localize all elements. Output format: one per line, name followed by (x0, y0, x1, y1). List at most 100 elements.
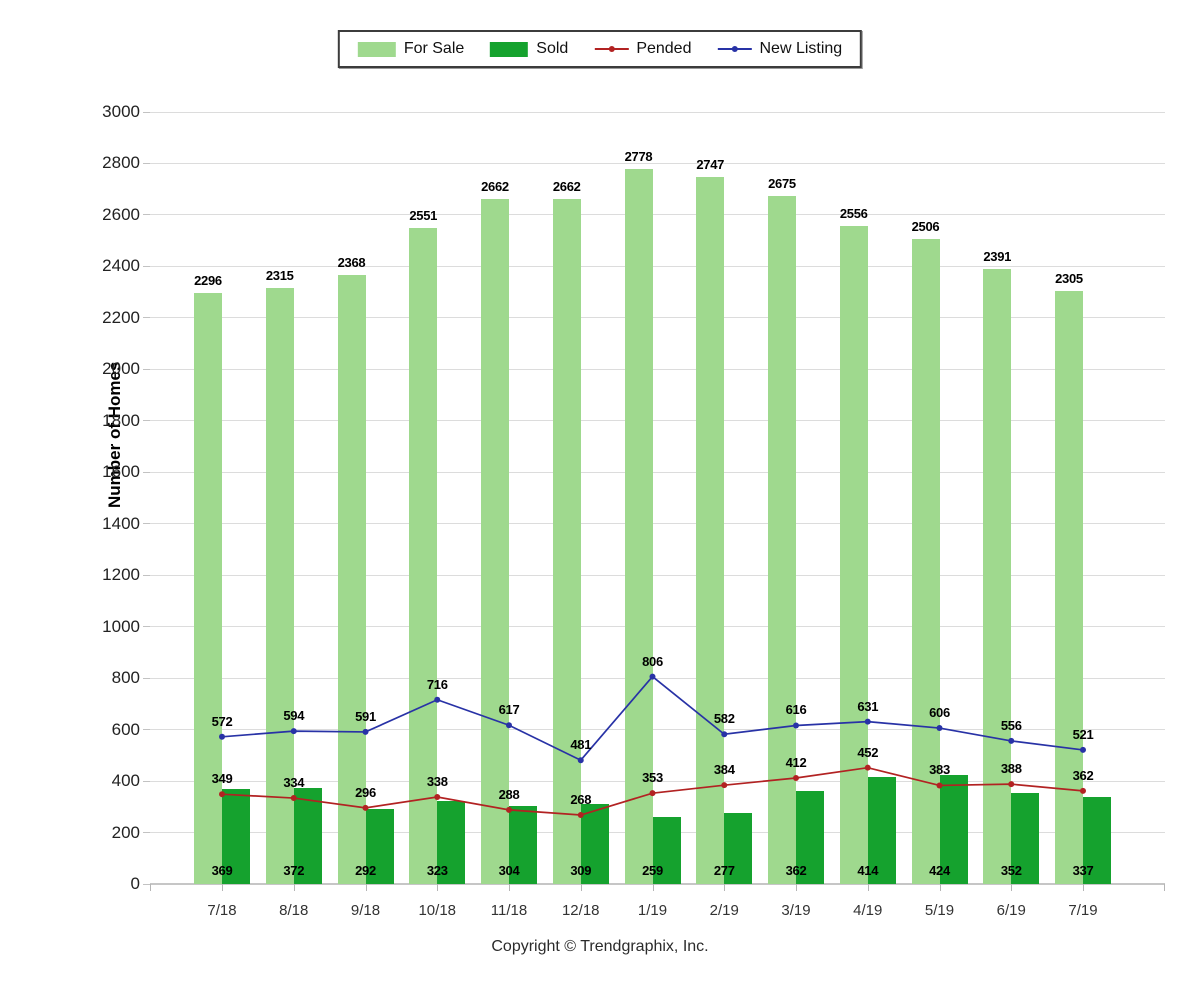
new-listing-point (362, 728, 369, 735)
pended-value-label: 338 (426, 774, 448, 790)
legend-label-sold: Sold (536, 40, 569, 57)
y-tick-label: 1600 (102, 462, 140, 482)
new-listing-value-label: 806 (642, 653, 663, 669)
pended-value-label: 296 (355, 784, 376, 800)
y-tick-label: 2600 (102, 204, 140, 224)
y-tick-label: 2000 (102, 359, 140, 379)
new-listing-value-label: 606 (929, 705, 950, 721)
pended-point (864, 764, 871, 771)
x-axis-tick (509, 884, 510, 891)
bar-for-sale (194, 293, 222, 884)
new-listing-value-label: 481 (570, 737, 592, 753)
bar-for-sale (481, 198, 509, 884)
x-axis-tick (293, 884, 295, 891)
bar-for-sale (552, 198, 581, 884)
sold-value-label: 369 (211, 863, 233, 878)
sold-value-label: 323 (426, 863, 448, 878)
for-sale-value-label: 2556 (839, 206, 868, 222)
pended-value-label: 362 (1072, 767, 1094, 783)
for-sale-value-label: 2296 (194, 273, 222, 289)
new-listing-point (793, 722, 799, 729)
y-tick-label: 2400 (102, 256, 140, 276)
new-listing-value-label: 631 (857, 698, 879, 714)
new-listing-point (936, 725, 943, 732)
new-listing-line-swatch-icon (717, 46, 752, 52)
y-tick-label: 200 (111, 822, 140, 842)
bar-sold (1011, 793, 1040, 884)
x-tick-label: 3/19 (781, 902, 811, 919)
x-tick-label: 12/18 (561, 902, 600, 919)
new-listing-value-label: 582 (713, 711, 735, 727)
y-tick-label: 1000 (102, 616, 140, 636)
new-listing-point (1080, 746, 1086, 753)
gridline-1000 (150, 626, 1165, 628)
y-tick-label: 1200 (102, 565, 140, 585)
legend-item-for-sale: For Sale (357, 40, 464, 58)
for-sale-value-label: 2305 (1055, 270, 1083, 286)
for-sale-value-label: 2506 (911, 219, 940, 235)
sold-value-label: 372 (283, 863, 305, 878)
new-listing-point (434, 696, 441, 703)
sold-value-label: 259 (642, 863, 663, 878)
bar-for-sale (1055, 290, 1083, 884)
gridline-400 (150, 780, 1165, 782)
pended-point (1008, 781, 1015, 788)
bar-sold (293, 788, 322, 884)
bar-sold (437, 800, 466, 884)
for-sale-value-label: 2551 (409, 207, 438, 223)
bar-sold (796, 790, 824, 884)
sold-value-label: 309 (570, 863, 592, 878)
gridline-3000 (150, 111, 1165, 113)
bar-for-sale (624, 169, 653, 884)
for-sale-value-label: 2315 (265, 268, 294, 284)
sold-swatch-icon (490, 41, 529, 57)
gridline-600 (150, 729, 1165, 731)
x-tick-label: 9/18 (350, 902, 381, 919)
pended-value-label: 452 (857, 744, 879, 760)
y-axis-tick (143, 317, 150, 319)
y-axis-tick (143, 471, 150, 473)
pended-value-label: 268 (570, 792, 592, 808)
new-listing-value-label: 616 (785, 702, 807, 718)
pended-point (434, 794, 441, 801)
pended-value-label: 383 (929, 762, 950, 778)
y-axis-tick (143, 780, 150, 782)
bar-for-sale (337, 274, 366, 884)
bar-for-sale (768, 195, 796, 884)
legend-item-sold: Sold (490, 40, 568, 58)
new-listing-value-label: 617 (498, 702, 520, 718)
pended-point (362, 804, 369, 811)
bar-sold (724, 812, 753, 884)
x-tick-label: 1/19 (637, 902, 668, 919)
x-axis-tick (365, 884, 367, 891)
gridline-1800 (150, 420, 1165, 422)
pended-point (649, 790, 656, 797)
y-axis-tick (143, 420, 150, 422)
bar-for-sale (839, 226, 868, 884)
new-listing-value-label: 594 (283, 708, 305, 724)
copyright-text: Copyright © Trendgraphix, Inc. (491, 938, 709, 955)
sold-value-label: 424 (929, 863, 950, 878)
for-sale-value-label: 2368 (337, 254, 366, 270)
new-listing-value-label: 572 (211, 713, 233, 729)
gridline-1600 (150, 471, 1165, 473)
legend-item-pended: Pended (594, 40, 691, 58)
for-sale-value-label: 2662 (481, 178, 509, 194)
y-axis-tick (143, 574, 150, 576)
new-listing-point (864, 718, 871, 725)
x-axis-tick (222, 884, 223, 891)
pended-point (506, 806, 512, 813)
gridline-2800 (150, 162, 1165, 164)
bar-for-sale (409, 227, 438, 884)
new-listing-point (577, 757, 584, 764)
sold-value-label: 277 (713, 863, 735, 878)
gridline-800 (150, 677, 1165, 679)
y-axis-tick (143, 368, 150, 370)
legend: For Sale Sold Pended New Listing (337, 30, 863, 68)
sold-value-label: 414 (857, 863, 879, 878)
new-listing-point (506, 722, 512, 729)
x-axis-tick (796, 884, 797, 891)
new-listing-point (290, 728, 297, 735)
y-axis-tick (143, 162, 150, 164)
y-axis-tick (143, 729, 150, 731)
